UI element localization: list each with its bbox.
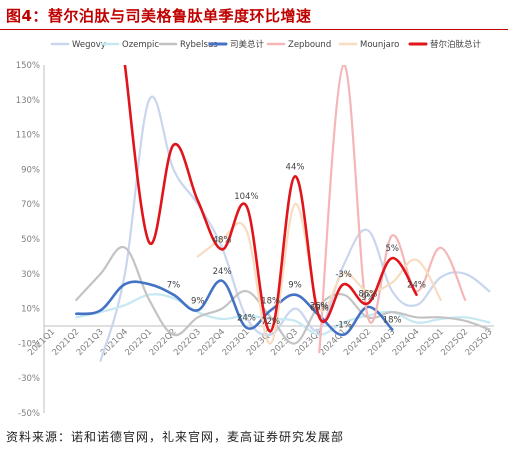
legend-label: 司美总计 [230,39,265,50]
y-tick-label: 10% [21,305,40,315]
series-line [318,65,467,354]
legend-label: Wegovy [72,40,106,50]
data-label: 69% [310,303,329,313]
data-label: -3% [335,270,352,280]
source-note: 资料来源：诺和诺德官网，礼来官网，麦高证券研究发展部 [6,430,345,444]
legend-label: Zepbound [288,40,331,50]
y-tick-label: 70% [21,200,40,210]
data-label: 9% [361,293,375,303]
data-label: 9% [288,281,302,291]
series-line [123,65,418,333]
chart-title: 图4：替尔泊肽与司美格鲁肽单季度环比增速 [6,7,312,25]
y-tick-label: 30% [21,270,40,280]
plot-area [75,65,491,362]
data-label: 72% [261,317,280,327]
data-label: 24% [237,314,256,324]
y-tick-label: -50% [18,409,40,419]
data-label: 5% [385,244,399,254]
line-chart: -50% -30% -10% 10% 30% 50% 70% 90% 110% 130% 150% 2… [16,39,495,419]
series-line [99,95,491,362]
data-label: 18% [383,315,402,325]
y-tick-label: 130% [16,96,40,106]
y-tick-label: 150% [16,61,40,71]
y-tick-label: 90% [21,165,40,175]
legend-label: Mounjaro [360,40,399,50]
data-label: 44% [286,162,305,172]
data-label: 104% [234,192,258,202]
legend-label: Rybelsus [180,40,218,50]
data-label: -1% [335,321,352,331]
data-label: 7% [167,281,181,291]
legend-label: 替尔泊肽总计 [430,39,482,50]
data-label: 48% [213,235,232,245]
data-label: 24% [213,267,232,277]
data-label: 18% [261,296,280,306]
data-label: 26% [310,302,329,312]
data-label: 9% [191,296,205,306]
y-tick-label: -10% [18,339,40,349]
y-tick-label: 50% [21,235,40,245]
series-line [75,246,491,345]
data-label: 24% [407,281,426,291]
data-label: 86% [358,289,377,299]
y-tick-label: -30% [18,374,40,384]
legend-label: Ozempic [122,40,159,50]
title-divider [0,29,508,30]
y-tick-label: 110% [16,131,40,141]
x-tick-label: 2025Q3 [464,327,495,358]
series-line [75,279,394,337]
